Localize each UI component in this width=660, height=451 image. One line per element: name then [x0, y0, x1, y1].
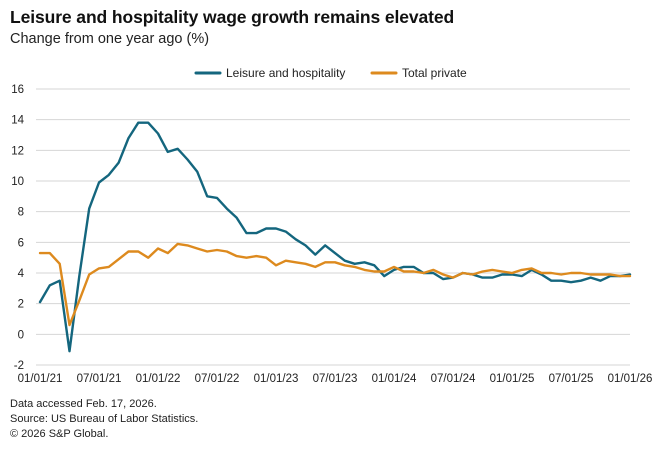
x-tick-label: 01/01/21 [18, 373, 63, 385]
footer-copyright: © 2026 S&P Global. [10, 428, 109, 440]
y-tick-label: 2 [18, 299, 24, 311]
x-tick-label: 01/01/26 [608, 373, 653, 385]
legend: Leisure and hospitality Total private [194, 66, 467, 80]
footer-data-accessed: Data accessed Feb. 17, 2026. [10, 398, 157, 410]
y-tick-label: 12 [11, 145, 24, 157]
series-line-0 [38, 121, 632, 353]
y-tick-label: 4 [18, 268, 25, 280]
chart-title: Leisure and hospitality wage growth rema… [10, 7, 455, 27]
y-axis-ticks: -2 0 2 4 6 8 10 12 14 16 [11, 84, 24, 372]
y-tick-label: 6 [18, 237, 24, 249]
footer-source: Source: US Bureau of Labor Statistics. [10, 413, 199, 425]
x-tick-label: 07/01/22 [195, 373, 240, 385]
chart-subtitle: Change from one year ago (%) [10, 31, 210, 47]
y-tick-label: 8 [18, 207, 24, 219]
legend-label-1: Total private [402, 66, 467, 80]
series-line-1 [38, 242, 632, 327]
y-tick-label: 16 [11, 84, 24, 96]
x-axis-ticks: 01/01/21 07/01/21 01/01/22 07/01/22 01/01/23… [18, 373, 653, 385]
x-tick-label: 07/01/21 [77, 373, 122, 385]
legend-label-0: Leisure and hospitality [226, 66, 345, 80]
y-tick-label: -2 [14, 360, 24, 372]
y-tick-label: 14 [11, 115, 24, 127]
x-tick-label: 07/01/23 [313, 373, 358, 385]
gridlines [36, 88, 630, 366]
x-tick-label: 01/01/25 [490, 373, 535, 385]
x-tick-label: 01/01/24 [372, 373, 417, 385]
x-tick-label: 01/01/23 [254, 373, 299, 385]
x-tick-label: 01/01/22 [136, 373, 181, 385]
footer-notes: Data accessed Feb. 17, 2026. Source: US … [10, 397, 198, 442]
x-tick-label: 07/01/24 [431, 373, 476, 385]
series-lines [38, 121, 632, 353]
y-tick-label: 0 [18, 329, 24, 341]
y-tick-label: 10 [11, 176, 24, 188]
x-tick-label: 07/01/25 [549, 373, 594, 385]
